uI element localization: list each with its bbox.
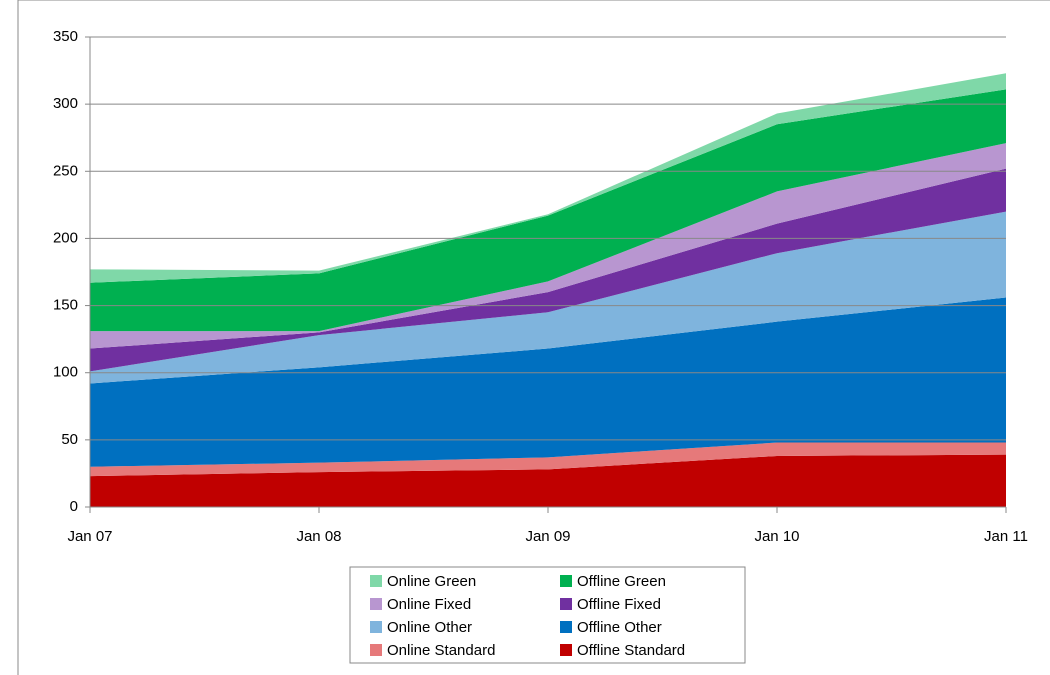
y-tick-label: 50 <box>61 431 78 448</box>
x-tick-label: Jan 09 <box>525 528 570 545</box>
legend-label: Offline Standard <box>577 642 685 659</box>
y-tick-label: 200 <box>53 229 78 246</box>
x-tick-label: Jan 10 <box>754 528 799 545</box>
y-tick-label: 300 <box>53 95 78 112</box>
legend-swatch <box>370 598 382 610</box>
legend-label: Online Other <box>387 619 472 636</box>
plot-area <box>90 36 1006 507</box>
area <box>90 454 1006 507</box>
y-tick-label: 150 <box>53 297 78 314</box>
legend-label: Offline Fixed <box>577 596 661 613</box>
legend-swatch <box>370 575 382 587</box>
area <box>90 297 1006 467</box>
area <box>90 143 1006 349</box>
legend-label: Offline Other <box>577 619 662 636</box>
legend-label: Online Fixed <box>387 596 471 613</box>
x-tick-label: Jan 07 <box>67 528 112 545</box>
legend-box <box>349 566 746 664</box>
legend: Online Green Offline Green Online Fixed Off… <box>370 573 685 659</box>
area <box>90 73 1006 283</box>
legend-label: Offline Green <box>577 573 666 590</box>
legend-swatch <box>560 621 572 633</box>
area <box>90 168 1006 372</box>
area <box>90 442 1006 477</box>
y-tick-label: 250 <box>53 162 78 179</box>
legend-swatch <box>370 644 382 656</box>
x-tick-label: Jan 11 <box>984 528 1028 545</box>
y-tick-label: 100 <box>53 364 78 381</box>
legend-swatch <box>560 644 572 656</box>
legend-swatch <box>370 621 382 633</box>
area <box>90 211 1006 384</box>
y-tick-label: 350 <box>53 28 78 45</box>
x-tick-label: Jan 08 <box>296 528 341 545</box>
y-tick-label: 0 <box>70 498 78 515</box>
legend-label: Online Standard <box>387 642 495 659</box>
legend-label: Online Green <box>387 573 476 590</box>
area <box>90 89 1006 332</box>
legend-swatch <box>560 575 572 587</box>
legend-swatch <box>560 598 572 610</box>
